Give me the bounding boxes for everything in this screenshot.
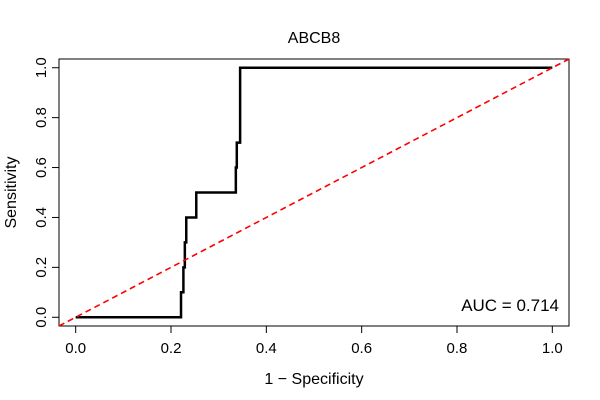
y-axis: 0.0 0.2 0.4 0.6 0.8 1.0 — [33, 57, 60, 328]
roc-curve-line — [75, 66, 553, 319]
x-axis-label: 1 − Specificity — [264, 371, 363, 388]
y-tick-label-5: 1.0 — [33, 57, 50, 78]
x-tick-label-2: 0.4 — [256, 340, 277, 357]
y-axis-label: Sensitivity — [3, 156, 20, 228]
x-tick-label-3: 0.6 — [351, 340, 372, 357]
x-tick-label-5: 1.0 — [542, 340, 563, 357]
x-tick-label-0: 0.0 — [65, 340, 86, 357]
chart-title: ABCB8 — [288, 30, 341, 47]
plot-frame — [58, 58, 570, 327]
y-tick-label-0: 0.0 — [33, 307, 50, 328]
y-tick-label-2: 0.4 — [33, 207, 50, 228]
y-tick-label-1: 0.2 — [33, 257, 50, 278]
auc-annotation: AUC = 0.714 — [461, 296, 559, 315]
x-axis: 0.0 0.2 0.4 0.6 0.8 1.0 — [65, 325, 563, 357]
x-tick-label-1: 0.2 — [161, 340, 182, 357]
x-tick-label-4: 0.8 — [447, 340, 468, 357]
y-tick-label-3: 0.6 — [33, 157, 50, 178]
reference-diagonal-line — [58, 58, 570, 327]
series-layer — [58, 58, 570, 327]
y-tick-label-4: 0.8 — [33, 107, 50, 128]
